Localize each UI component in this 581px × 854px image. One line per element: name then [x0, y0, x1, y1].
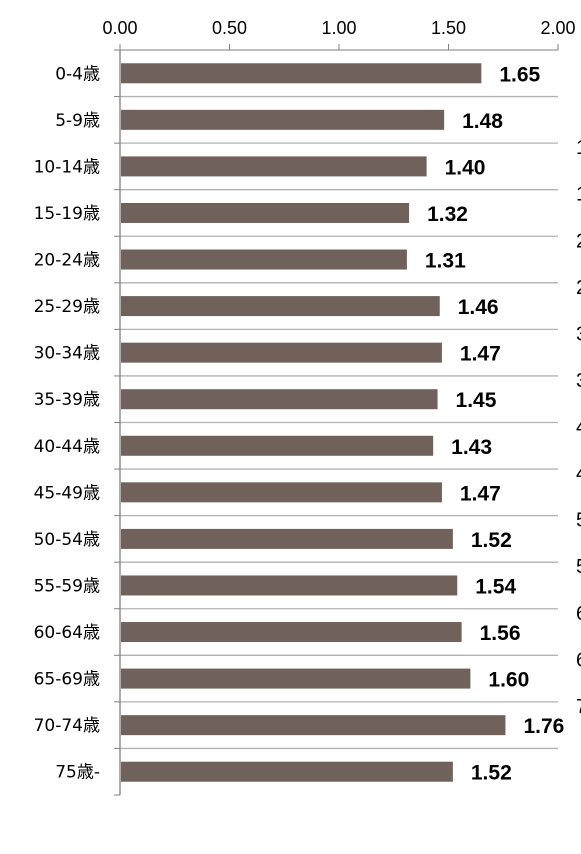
axis-layer: 0.00 0.50 1.00 1.50 2.00: [102, 18, 576, 796]
bar: [121, 575, 458, 596]
data-label: 1.60: [488, 669, 529, 692]
clipped-label: 7: [576, 696, 581, 718]
data-label: 1.65: [499, 63, 540, 86]
category-label: 50-54歳: [34, 530, 100, 550]
clipped-label: 2: [576, 277, 581, 299]
data-label: 1.56: [480, 622, 521, 645]
data-label: 1.76: [523, 715, 564, 738]
clipped-label: 3: [576, 370, 581, 392]
category-label: 75歳-: [55, 763, 100, 783]
x-tick-label: 0.50: [212, 18, 247, 38]
data-label: 1.52: [471, 529, 512, 552]
data-label: 1.31: [425, 250, 466, 273]
bar-layer: [121, 63, 506, 782]
bar: [121, 761, 453, 782]
category-label: 55-59歳: [34, 576, 100, 596]
clipped-label: 1: [576, 137, 581, 159]
bar: [121, 109, 445, 130]
category-label: 40-44歳: [34, 437, 100, 457]
grid-layer: [120, 95, 558, 750]
clipped-label: 3: [576, 323, 581, 345]
category-label: 70-74歳: [34, 716, 100, 736]
bar: [121, 296, 440, 317]
data-label: 1.52: [471, 762, 512, 785]
bar: [121, 63, 482, 84]
bar: [121, 342, 442, 363]
bar: [121, 156, 427, 177]
clipped-label: 4: [576, 463, 581, 485]
clipped-label: 6: [576, 649, 581, 671]
x-tick-label: 1.00: [321, 18, 356, 38]
category-label: 5-9歳: [55, 111, 100, 131]
bar: [121, 622, 462, 643]
data-label: 1.48: [462, 110, 503, 133]
category-label: 15-19歳: [34, 204, 100, 224]
data-label: 1.47: [460, 343, 501, 366]
data-label: 1.43: [451, 436, 492, 459]
category-label: 60-64歳: [34, 623, 100, 643]
category-label: 0-4歳: [55, 64, 100, 84]
bar: [121, 715, 506, 736]
category-label: 20-24歳: [34, 251, 100, 271]
data-label: 1.45: [456, 389, 497, 412]
label-layer: 0-4歳 1.65 5-9歳 1.48 10-14歳 1.40 15-19歳 1.32 20-2…: [34, 63, 565, 784]
category-label: 65-69歳: [34, 670, 100, 690]
clipped-label: 4: [576, 417, 581, 439]
x-tick-label: 2.00: [540, 18, 575, 38]
bar: [121, 389, 438, 410]
clipped-label: 5: [576, 556, 581, 578]
bar: [121, 435, 434, 456]
bar: [121, 528, 453, 549]
category-label: 45-49歳: [34, 483, 100, 503]
bar: [121, 668, 471, 689]
data-label: 1.32: [427, 203, 468, 226]
category-label: 30-34歳: [34, 344, 100, 364]
data-label: 1.46: [458, 296, 499, 319]
clipped-label: 2: [576, 230, 581, 252]
clipped-label: 6: [576, 603, 581, 625]
clipped-right-labels: 1 1 2 2 3 3 4 4 5 5 6 6 7: [576, 137, 581, 718]
x-tick-label: 0.00: [102, 18, 137, 38]
bar: [121, 202, 410, 223]
category-label: 10-14歳: [34, 157, 100, 177]
category-label: 35-39歳: [34, 390, 100, 410]
x-tick-label: 1.50: [431, 18, 466, 38]
category-label: 25-29歳: [34, 297, 100, 317]
clipped-label: 1: [576, 184, 581, 206]
clipped-label: 5: [576, 510, 581, 532]
data-label: 1.47: [460, 482, 501, 505]
data-label: 1.54: [475, 575, 516, 598]
bar: [121, 249, 407, 270]
data-label: 1.40: [445, 156, 486, 179]
bar: [121, 482, 442, 503]
